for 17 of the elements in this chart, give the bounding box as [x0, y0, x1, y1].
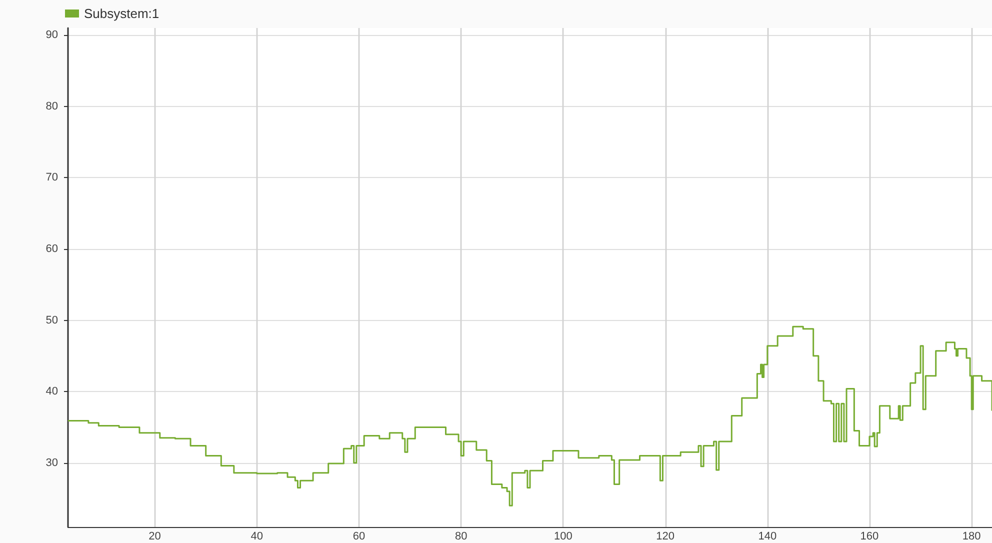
x-tick-label: 100: [554, 530, 572, 542]
y-tick-label: 80: [46, 100, 58, 112]
y-tick-label: 40: [46, 386, 58, 398]
x-tick-label: 120: [656, 530, 674, 542]
x-tick-label: 180: [962, 530, 981, 542]
x-tick-label: 160: [860, 530, 879, 542]
x-tick-label: 60: [352, 530, 366, 542]
y-tick-label: 90: [46, 29, 58, 42]
y-tick-label: 60: [46, 242, 58, 255]
x-tick-label: 80: [454, 530, 468, 542]
legend-label: Subsystem:1: [84, 6, 160, 21]
y-tick-label: 50: [46, 314, 58, 326]
y-tick-label: 70: [46, 172, 58, 184]
x-tick-label: 140: [758, 530, 777, 542]
x-tick-label: 40: [250, 530, 264, 542]
y-tick-label: 30: [46, 456, 58, 469]
x-tick-label: 20: [148, 530, 161, 542]
